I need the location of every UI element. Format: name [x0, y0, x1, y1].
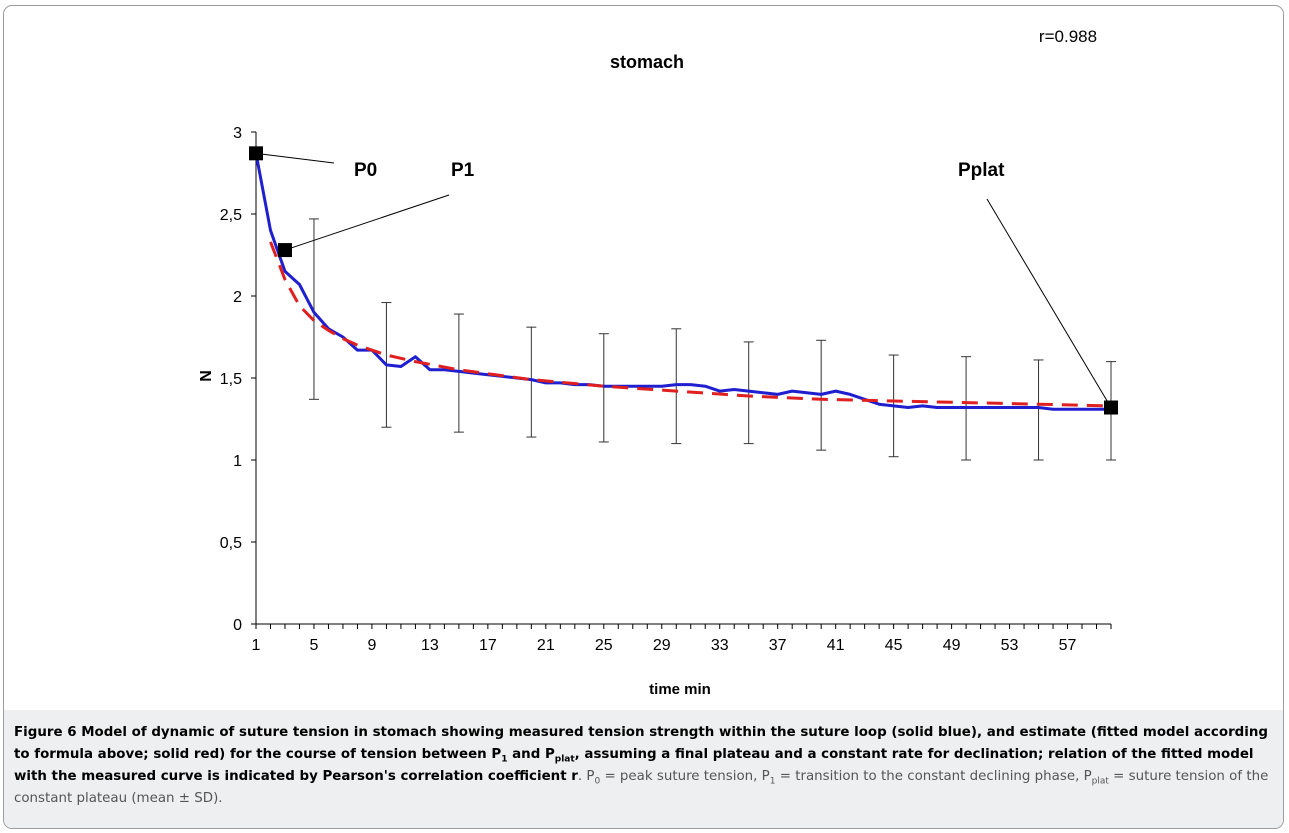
caption-bold-r: r	[571, 769, 578, 784]
marker-label: P0	[354, 160, 377, 181]
marker-square	[277, 243, 292, 258]
x-tick-label: 49	[943, 637, 961, 654]
marker-label: Pplat	[958, 160, 1005, 181]
y-tick-label: 2,5	[220, 207, 242, 224]
marker-label: P1	[451, 160, 475, 181]
x-tick-label: 29	[653, 637, 671, 654]
y-tick-label: 1,5	[220, 371, 242, 388]
caption-def-b: = peak suture tension, P	[600, 769, 770, 784]
marker-leader-line	[986, 198, 1112, 408]
x-axis-title: time min	[649, 681, 711, 698]
y-tick-label: 2	[233, 289, 242, 306]
x-tick-label: 17	[479, 637, 497, 654]
caption-panel: Figure 6 Model of dynamic of suture tens…	[4, 710, 1283, 828]
marker-square	[1104, 400, 1118, 415]
x-tick-label: 25	[595, 637, 613, 654]
tension-chart: r=0.988 stomach time min N 0 0,5 1 1,5 2 2,5 3…	[198, 27, 1118, 698]
correlation-annotation: r=0.988	[1039, 27, 1097, 46]
marker-square	[249, 146, 263, 161]
caption-def-a: . P	[577, 769, 595, 784]
x-tick-label: 33	[711, 637, 729, 654]
x-tick-label: 1	[252, 637, 261, 654]
y-tick-label: 3	[233, 125, 242, 142]
x-tick-label: 53	[1001, 637, 1019, 654]
figure-frame: r=0.988 stomach time min N 0 0,5 1 1,5 2 2,5 3…	[3, 5, 1284, 829]
x-tick-label: 41	[827, 637, 845, 654]
figure-label: Figure 6	[14, 725, 77, 740]
x-tick-label: 45	[885, 637, 903, 654]
y-tick-label: 0	[233, 617, 242, 634]
x-tick-label: 37	[769, 637, 787, 654]
marker-leader-line	[255, 152, 335, 164]
caption-definitions: . P0 = peak suture tension, P1 = transit…	[14, 769, 1268, 806]
x-tick-label: 21	[537, 637, 555, 654]
caption-def-d: = suture tension of the constant plateau…	[14, 769, 1269, 806]
caption-sub: 1	[769, 776, 776, 787]
caption-sub: 1	[501, 754, 508, 765]
x-tick-label: 9	[367, 637, 376, 654]
x-tick-label: 57	[1059, 637, 1077, 654]
x-tick-label: 5	[310, 637, 319, 654]
x-tick-label: 13	[421, 637, 439, 654]
marker-leader-line	[284, 194, 450, 251]
caption-sub: plat	[1091, 776, 1109, 787]
caption-bold-a: Model of dynamic of suture tension in st…	[14, 725, 1268, 762]
caption-bold-c: , assuming a final plateau and a constan…	[14, 747, 1254, 784]
caption-def-c: = transition to the constant declining p…	[775, 769, 1092, 784]
y-tick-label: 1	[233, 453, 242, 470]
caption-sub: 0	[594, 776, 601, 787]
y-tick-label: 0,5	[220, 535, 242, 552]
fitted-model-line	[269, 241, 1112, 408]
figure-caption: Figure 6 Model of dynamic of suture tens…	[14, 722, 1275, 810]
measured-tension-line	[254, 153, 1111, 411]
caption-bold-b: and P	[507, 747, 555, 762]
chart-title: stomach	[610, 52, 684, 72]
y-axis-title: N	[198, 370, 215, 382]
caption-sub: plat	[554, 754, 575, 765]
